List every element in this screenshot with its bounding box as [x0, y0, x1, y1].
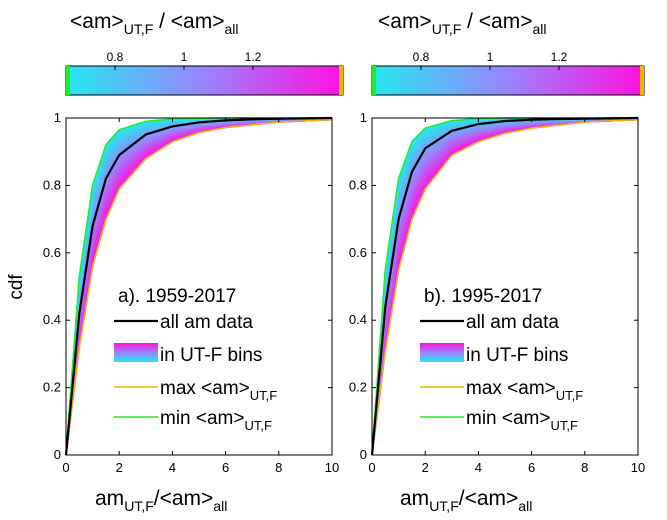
legend: all am data in UT-F bins max <am>UT,F min <…	[420, 312, 583, 433]
colorbar-max-marker	[339, 66, 343, 95]
colorbar-a: <am>UT,F / <am>all 0.8 1 1.2	[65, 10, 344, 96]
y-tick-label: 0.8	[43, 177, 61, 192]
colorbar-tick-label: 1	[181, 50, 188, 64]
colorbar-gradient	[371, 65, 645, 96]
y-tick-label: 1	[360, 110, 367, 125]
legend-bins-label: in UT-F bins	[160, 345, 262, 366]
x-tick-label: 8	[275, 460, 282, 475]
legend-min-label: min <am>UT,F	[466, 408, 578, 433]
y-tick-label: 0.2	[43, 380, 61, 395]
x-tick-label: 6	[222, 460, 229, 475]
colorbar-min-marker	[66, 66, 70, 95]
colorbar-b: <am>UT,F / <am>all 0.8 1 1.2	[371, 10, 645, 96]
x-tick-label: 8	[581, 460, 588, 475]
legend-all-label: all am data	[466, 312, 559, 333]
y-tick-label: 1	[54, 110, 61, 125]
y-axis-label: cdf	[6, 274, 27, 300]
x-tick-label: 2	[116, 460, 123, 475]
x-tick-label: 4	[169, 460, 176, 475]
legend-all-label: all am data	[160, 312, 253, 333]
y-tick-label: 0.2	[349, 380, 367, 395]
colorbar-label: <am>UT,F / <am>all	[70, 10, 238, 37]
axes-frame	[371, 117, 639, 456]
colorbar-tick-label: 1	[487, 50, 494, 64]
x-tick-label: 2	[422, 460, 429, 475]
legend-min-label: min <am>UT,F	[160, 408, 272, 433]
colorbar-min-marker	[372, 66, 376, 95]
colorbar-label: <am>UT,F / <am>all	[378, 10, 546, 37]
y-tick-label: 0	[54, 447, 61, 462]
y-tick-label: 0.6	[349, 245, 367, 260]
legend-bins-swatch	[114, 343, 158, 362]
panel-b: 0 2 4 6 8 10 0 0.2 0.4 0.6 0.8 1 b). 1995-2017 all am…	[349, 110, 645, 475]
x-tick-label: 10	[631, 460, 645, 475]
y-tick-label: 0	[360, 447, 367, 462]
panel-label: b). 1995-2017	[424, 286, 542, 307]
series-max-line	[371, 118, 639, 456]
colorbar-tick-label: 0.8	[413, 50, 430, 64]
legend-max-label: max <am>UT,F	[160, 378, 277, 403]
legend-bins-label: in UT-F bins	[466, 345, 568, 366]
legend: all am data in UT-F bins max <am>UT,F min <…	[114, 312, 277, 433]
x-axis-label: amUT,F/<am>all	[400, 487, 532, 514]
colorbar-tick-label: 0.8	[107, 50, 124, 64]
x-tick-label: 10	[325, 460, 339, 475]
legend-bins-swatch	[420, 343, 464, 362]
panel-a: 0 2 4 6 8 10 0 0.2 0.4 0.6 0.8 1 a). 1959-2017 all am…	[43, 110, 339, 475]
panel-label: a). 1959-2017	[118, 286, 236, 307]
y-tick-label: 0.4	[349, 312, 367, 327]
legend-max-label: max <am>UT,F	[466, 378, 583, 403]
colorbar-tick-label: 1.2	[245, 50, 262, 64]
x-axis-label: amUT,F/<am>all	[95, 487, 227, 514]
y-tick-label: 0.6	[43, 245, 61, 260]
y-tick-label: 0.4	[43, 312, 61, 327]
colorbar-max-marker	[640, 66, 644, 95]
series-all-line	[64, 116, 333, 456]
y-tick-label: 0.8	[349, 177, 367, 192]
axes-frame	[65, 117, 333, 456]
x-tick-label: 0	[368, 460, 375, 475]
series-max-line	[65, 118, 333, 456]
colorbar-gradient	[65, 65, 344, 96]
x-tick-label: 0	[62, 460, 69, 475]
series-all-line	[370, 116, 639, 456]
colorbar-tick-label: 1.2	[551, 50, 568, 64]
x-tick-label: 4	[475, 460, 482, 475]
x-tick-label: 6	[528, 460, 535, 475]
